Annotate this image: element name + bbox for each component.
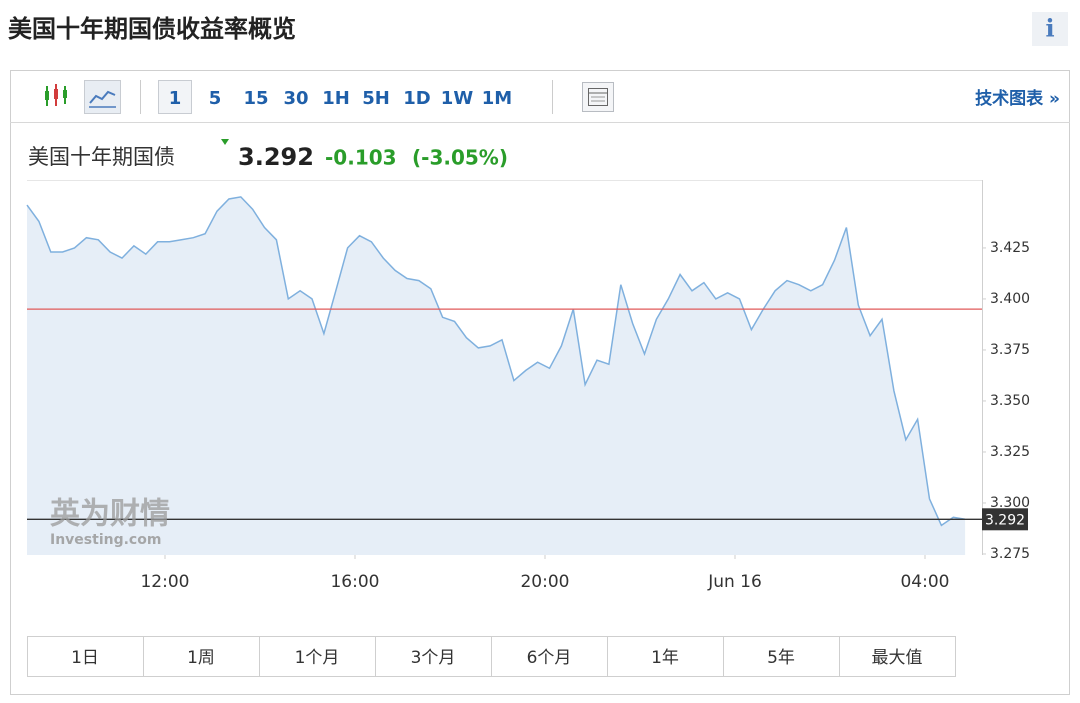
y-tick-label: 3.425 [990,240,1030,256]
info-icon[interactable]: i [1045,14,1054,43]
range-label[interactable]: 3个月 [411,648,456,668]
range-button[interactable] [723,636,840,677]
range-button[interactable] [607,636,724,677]
range-label[interactable]: 1日 [71,648,99,668]
y-tick-label: 3.350 [990,393,1030,409]
interval-button[interactable]: 15 [243,88,268,109]
instrument-name: 美国十年期国债 [28,145,175,169]
plot: 3.292 3.275 3.300 3.325 3.350 3.375 3.400 3.425… [26,180,1030,592]
y-tick-label: 3.325 [990,444,1030,460]
interval-button[interactable]: 5H [362,88,390,109]
range-label[interactable]: 5年 [767,648,795,668]
y-tick-label: 3.300 [990,495,1030,511]
percent-change: (-3.05%) [412,146,508,170]
x-tick-label: 12:00 [140,572,189,592]
line-chart-icon[interactable] [84,80,121,114]
current-price-box [982,508,1028,531]
range-label[interactable]: 1周 [187,648,215,668]
range-label[interactable]: 1个月 [295,648,340,668]
interval-button[interactable]: 1D [403,88,430,109]
y-tick-label: 3.400 [990,291,1030,307]
y-tick-label: 3.375 [990,342,1030,358]
range-label[interactable]: 1年 [651,648,679,668]
range-button[interactable] [491,636,608,677]
interval-button[interactable]: 1H [322,88,350,109]
interval-button[interactable]: 1W [441,88,474,109]
interval-button[interactable]: 1 [169,88,182,109]
interval-button[interactable]: 5 [209,88,222,109]
interval-button[interactable]: 1M [482,88,512,109]
down-arrow [221,139,229,145]
range-buttons: 1日 1周 1个月 3个月 6个月 1年 5年 最大值 [27,636,956,677]
range-button[interactable] [143,636,260,677]
page-title: 美国十年期国债收益率概览 [8,15,296,43]
x-tick-label: 16:00 [330,572,379,592]
technical-chart-link[interactable]: 技术图表 » [975,88,1060,109]
watermark-site: Investing.com [50,532,161,548]
y-tick-label: 3.275 [990,546,1030,562]
range-button[interactable] [259,636,376,677]
price-change: -0.103 [325,146,397,170]
active-interval-box[interactable] [158,80,192,114]
area-fill [27,196,966,555]
info-button[interactable] [1032,12,1068,46]
current-price-label: 3.292 [985,512,1025,528]
watermark-brand: 英为财情 [50,497,170,532]
last-price: 3.292 [238,143,314,171]
range-label[interactable]: 6个月 [527,648,572,668]
candlestick-icon[interactable] [45,84,67,106]
interval-button[interactable]: 30 [283,88,308,109]
range-button[interactable] [375,636,492,677]
interval-group: 1 5 15 30 1H 5H 1D 1W 1M [169,88,512,109]
price-line [26,196,966,527]
settings-icon[interactable] [582,82,614,112]
x-tick-label: Jun 16 [707,572,762,592]
range-label[interactable]: 最大值 [872,648,923,668]
x-tick-label: 04:00 [900,572,949,592]
x-tick-label: 20:00 [520,572,569,592]
range-button[interactable] [839,636,956,677]
